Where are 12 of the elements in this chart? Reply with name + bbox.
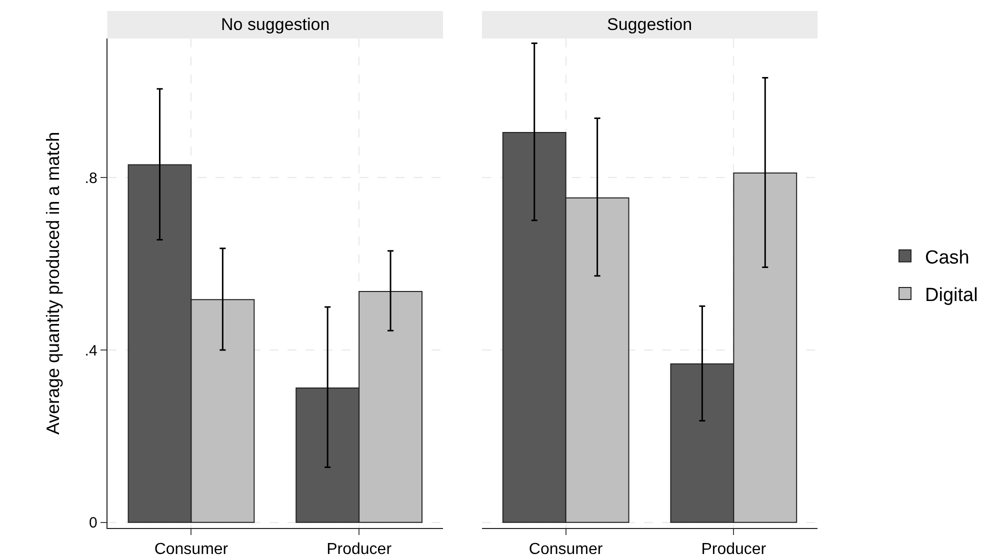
x-tick-label: Producer: [326, 541, 392, 558]
y-tick-label: .8: [84, 170, 98, 187]
y-tick-label: 0: [88, 514, 98, 532]
legend-label: Digital: [925, 284, 978, 306]
x-tick-label: Consumer: [528, 541, 604, 558]
x-tick-label: Producer: [701, 541, 767, 558]
chart-title: Suggestion: [607, 15, 692, 34]
legend-label: Cash: [925, 247, 970, 268]
y-axis-title: Average quantity produced in a match: [42, 132, 63, 435]
y-tick-label: .4: [84, 342, 98, 360]
x-tick-label: Consumer: [154, 541, 229, 558]
chart-title: No suggestion: [221, 15, 330, 34]
